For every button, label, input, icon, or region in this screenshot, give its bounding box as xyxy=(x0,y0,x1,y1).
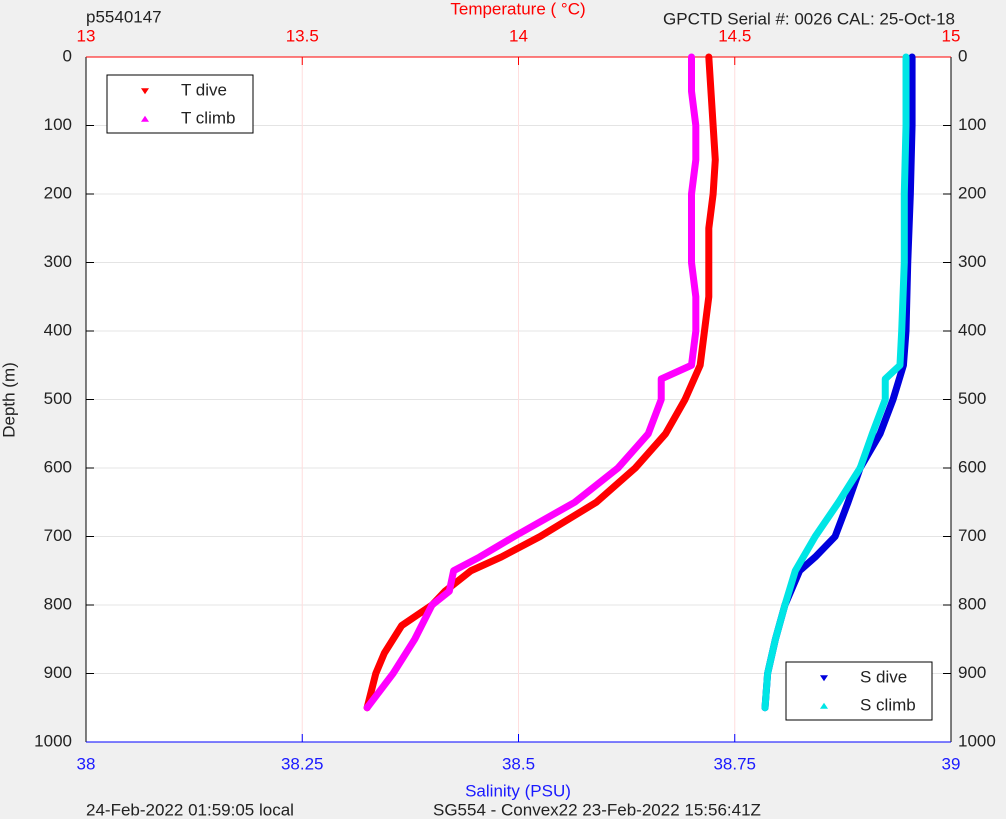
x-tick-label: 38 xyxy=(77,754,96,773)
y2-tick-label: 200 xyxy=(958,183,986,202)
title-left: p5540147 xyxy=(86,7,162,26)
y2-tick-label: 100 xyxy=(958,115,986,134)
x2-label: Temperature ( °C) xyxy=(450,0,585,18)
y2-tick-label: 700 xyxy=(958,526,986,545)
legend-label: S climb xyxy=(860,695,916,714)
y2-tick-label: 500 xyxy=(958,389,986,408)
y2-tick-label: 300 xyxy=(958,252,986,271)
legend-marker xyxy=(141,115,149,122)
x-label: Salinity (PSU) xyxy=(465,781,571,800)
y-tick-label: 600 xyxy=(44,457,72,476)
y-label: Depth (m) xyxy=(0,362,18,438)
x-tick-label: 39 xyxy=(942,754,961,773)
profile-line xyxy=(761,53,910,712)
y2-tick-label: 900 xyxy=(958,663,986,682)
y-tick-label: 400 xyxy=(44,320,72,339)
y2-tick-label: 800 xyxy=(958,594,986,613)
y2-tick-label: 0 xyxy=(958,46,967,65)
profile-line xyxy=(363,53,700,712)
x2-tick-label: 13.5 xyxy=(286,26,319,45)
y-tick-label: 200 xyxy=(44,183,72,202)
y-tick-label: 500 xyxy=(44,389,72,408)
legend-label: T dive xyxy=(181,80,227,99)
y-tick-label: 300 xyxy=(44,252,72,271)
footer-center: SG554 - Convex22 23-Feb-2022 15:56:41Z xyxy=(433,800,761,819)
y2-tick-label: 600 xyxy=(958,457,986,476)
y2-tick-label: 400 xyxy=(958,320,986,339)
legend-marker xyxy=(141,88,149,95)
y-tick-label: 0 xyxy=(63,46,72,65)
legend-label: S dive xyxy=(860,667,907,686)
profile-line xyxy=(363,53,719,712)
y-tick-label: 1000 xyxy=(34,731,72,750)
y-tick-label: 100 xyxy=(44,115,72,134)
x2-tick-label: 14.5 xyxy=(718,26,751,45)
x2-tick-label: 13 xyxy=(77,26,96,45)
legend-marker xyxy=(820,675,828,682)
footer-left: 24-Feb-2022 01:59:05 local xyxy=(86,800,294,819)
legend-label: T climb xyxy=(181,108,235,127)
x-tick-label: 38.25 xyxy=(281,754,324,773)
legend xyxy=(106,74,254,134)
y-tick-label: 800 xyxy=(44,594,72,613)
x2-tick-label: 15 xyxy=(942,26,961,45)
legend xyxy=(785,661,933,721)
title-right: GPCTD Serial #: 0026 CAL: 25-Oct-18 xyxy=(663,9,955,28)
y-tick-label: 700 xyxy=(44,526,72,545)
x2-tick-label: 14 xyxy=(509,26,528,45)
y2-tick-label: 1000 xyxy=(958,731,996,750)
x-tick-label: 38.5 xyxy=(502,754,535,773)
legend-marker xyxy=(820,702,828,709)
x-tick-label: 38.75 xyxy=(713,754,756,773)
y-tick-label: 900 xyxy=(44,663,72,682)
